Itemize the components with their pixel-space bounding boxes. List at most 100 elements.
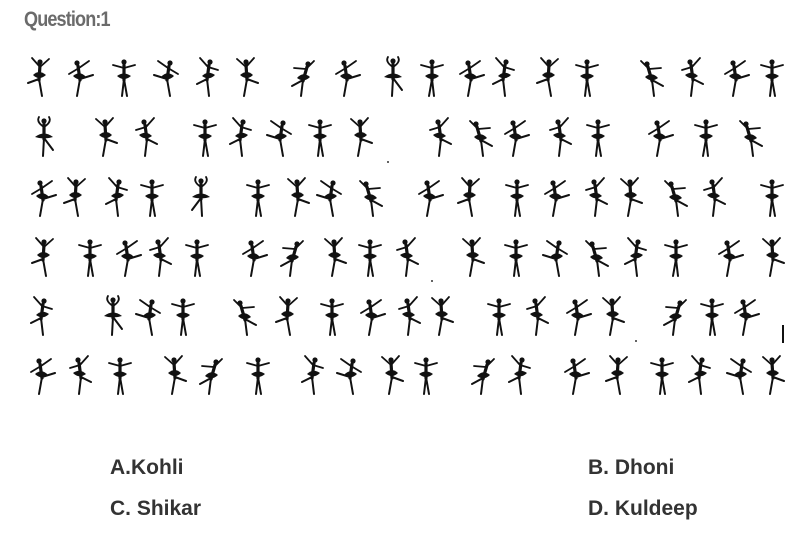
ballerina-silhouette-icon (541, 238, 569, 278)
ballerina-silhouette-icon (639, 59, 665, 98)
ballerina-silhouette-icon (30, 178, 58, 218)
ballerina-silhouette-icon (738, 119, 764, 158)
ballerina-silhouette-icon (702, 176, 727, 218)
ballerina-silhouette-icon (335, 356, 363, 396)
ballerina-silhouette-icon (649, 355, 675, 396)
ballerina-silhouette-icon (380, 354, 405, 396)
ballerina-silhouette-icon (699, 296, 725, 337)
ballerina-silhouette-icon (77, 237, 103, 278)
ballerina-silhouette-icon (503, 237, 529, 278)
ballerina-silhouette-icon (419, 57, 445, 98)
ballerina-silhouette-icon (584, 239, 610, 278)
ballerina-silhouette-icon (525, 295, 550, 337)
ballerina-silhouette-icon (102, 294, 124, 337)
ballerina-silhouette-icon (491, 56, 516, 98)
ballerina-silhouette-icon (693, 117, 719, 158)
ballerina-silhouette-icon (470, 357, 496, 396)
ballerina-silhouette-icon (26, 56, 51, 98)
ballerina-silhouette-icon (139, 177, 165, 218)
ballerina-silhouette-icon (334, 58, 362, 98)
ballerina-silhouette-icon (733, 297, 761, 337)
ballerina-silhouette-icon (535, 56, 560, 98)
ballerina-silhouette-icon (111, 57, 137, 98)
ballerina-silhouette-icon (163, 354, 188, 396)
ballerina-silhouette-icon (585, 117, 611, 158)
ballerina-silhouette-icon (228, 116, 253, 158)
ballerina-silhouette-icon (33, 115, 55, 158)
ballerina-silhouette-icon (759, 57, 785, 98)
ballerina-silhouette-icon (458, 58, 486, 98)
ballerina-silhouette-icon (761, 236, 786, 278)
ballerina-silhouette-icon (358, 179, 384, 218)
ballerina-silhouette-icon (486, 296, 512, 337)
ballerina-silhouette-icon (574, 57, 600, 98)
option-c[interactable]: C. Shikar (110, 497, 202, 520)
ballerina-silhouette-icon (170, 296, 196, 337)
option-d[interactable]: D. Kuldeep (588, 497, 698, 520)
ballerina-silhouette-icon (68, 354, 93, 396)
ballerina-silhouette-icon (584, 176, 609, 218)
ballerina-silhouette-icon (198, 357, 224, 396)
ballerina-silhouette-icon (29, 295, 54, 337)
ballerina-silhouette-icon (241, 238, 269, 278)
ballerina-silhouette-icon (601, 295, 626, 337)
ballerina-silhouette-icon (503, 118, 531, 158)
ballerina-silhouette-icon (507, 354, 532, 396)
ballerina-puzzle-grid (26, 55, 786, 396)
ballerina-silhouette-icon (428, 116, 453, 158)
ballerina-silhouette-icon (663, 237, 689, 278)
ballerina-silhouette-icon (382, 55, 404, 98)
ballerina-silhouette-icon (94, 116, 119, 158)
ballerina-silhouette-icon (107, 355, 133, 396)
ballerina-silhouette-icon (456, 176, 481, 218)
ballerina-silhouette-icon (286, 176, 311, 218)
ballerina-silhouette-icon (565, 297, 593, 337)
option-a[interactable]: A.Kohli (110, 456, 184, 479)
ballerina-silhouette-icon (232, 298, 258, 337)
ballerina-silhouette-icon (468, 119, 494, 158)
ballerina-silhouette-icon (265, 118, 293, 158)
ballerina-silhouette-icon (148, 236, 173, 278)
ballerina-silhouette-icon (235, 56, 260, 98)
ballerina-silhouette-icon (323, 236, 348, 278)
ballerina-silhouette-icon (725, 356, 753, 396)
ballerina-silhouette-icon (461, 236, 486, 278)
ballerina-silhouette-icon (134, 116, 159, 158)
ballerina-silhouette-icon (195, 56, 220, 98)
ballerina-silhouette-icon (687, 354, 712, 396)
ballerina-silhouette-icon (307, 117, 333, 158)
ballerina-silhouette-icon (504, 177, 530, 218)
ballerina-silhouette-icon (319, 296, 345, 337)
ballerina-silhouette-icon (67, 58, 95, 98)
ballerina-silhouette-icon (349, 116, 374, 158)
ballerina-silhouette-icon (357, 237, 383, 278)
ballerina-silhouette-icon (152, 58, 180, 98)
ballerina-silhouette-icon (62, 176, 87, 218)
ballerina-silhouette-icon (759, 177, 785, 218)
ballerina-silhouette-icon (663, 179, 689, 218)
ballerina-silhouette-icon (723, 58, 751, 98)
ballerina-silhouette-icon (548, 116, 573, 158)
ballerina-silhouette-icon (413, 355, 439, 396)
ballerina-silhouette-icon (623, 236, 648, 278)
ballerina-silhouette-icon (397, 295, 422, 337)
ballerina-silhouette-icon (300, 354, 325, 396)
ballerina-silhouette-icon (430, 295, 455, 337)
ballerina-silhouette-icon (245, 355, 271, 396)
stray-dot (387, 161, 389, 163)
stray-mark (782, 325, 784, 343)
ballerina-silhouette-icon (115, 238, 143, 278)
ballerina-silhouette-icon (190, 175, 212, 218)
ballerina-silhouette-icon (245, 177, 271, 218)
ballerina-silhouette-icon (417, 178, 445, 218)
ballerina-silhouette-icon (619, 176, 644, 218)
option-b[interactable]: B. Dhoni (588, 456, 675, 479)
ballerina-silhouette-icon (134, 297, 162, 337)
question-title: Question:1 (24, 8, 111, 31)
ballerina-silhouette-icon (104, 176, 129, 218)
ballerina-silhouette-icon (30, 236, 55, 278)
ballerina-silhouette-icon (279, 239, 305, 278)
ballerina-silhouette-icon (543, 178, 571, 218)
ballerina-silhouette-icon (395, 236, 420, 278)
ballerina-silhouette-icon (761, 354, 786, 396)
